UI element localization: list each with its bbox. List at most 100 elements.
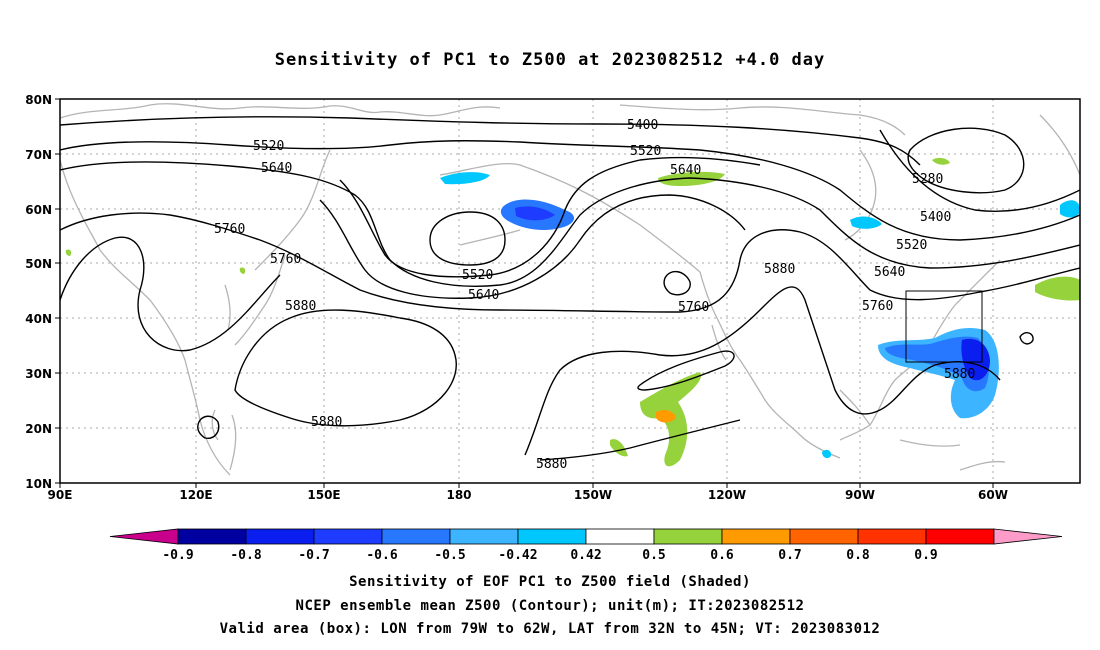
colorbar-segment bbox=[789, 528, 859, 545]
colorbar-segment bbox=[993, 528, 1063, 545]
shade-negative-gulf-spot bbox=[822, 449, 832, 459]
shade-positive-pacific-west bbox=[610, 439, 628, 457]
contour-label: 5640 bbox=[670, 163, 701, 178]
colorbar-segment bbox=[449, 528, 519, 545]
valid-area-box bbox=[905, 290, 983, 363]
contour-small-loop-2 bbox=[1019, 332, 1034, 345]
shade-negative-atlantic-west bbox=[1060, 200, 1080, 218]
colorbar-segment bbox=[245, 528, 315, 545]
lat-axis: 80N 70N 60N 50N 40N 30N 20N 10N bbox=[25, 93, 60, 491]
contour-5520-mid bbox=[339, 156, 761, 278]
colorbar-segment bbox=[857, 528, 927, 545]
colorbar-segment bbox=[313, 528, 383, 545]
coast-greenland bbox=[1039, 114, 1080, 176]
contour-label: 5520 bbox=[253, 139, 284, 154]
coastlines bbox=[60, 103, 1080, 476]
lon-tick-label: 90E bbox=[48, 488, 73, 502]
contour-label: 5640 bbox=[468, 288, 499, 303]
coast-north-america-west bbox=[699, 271, 841, 459]
coast-philippines bbox=[229, 414, 237, 471]
lon-tick-label: 60W bbox=[978, 488, 1008, 502]
contour-low-pacific bbox=[663, 271, 691, 296]
gridlines bbox=[60, 99, 1080, 483]
lat-tick-label: 40N bbox=[25, 312, 52, 326]
shade-positive-alaska bbox=[658, 171, 725, 186]
colorbar-segment bbox=[109, 528, 179, 545]
coast-kamchatka bbox=[254, 149, 331, 271]
lat-tick-label: 80N bbox=[25, 93, 52, 107]
colorbar-segment bbox=[653, 528, 723, 545]
coast-caribbean bbox=[899, 439, 961, 447]
coast-baja bbox=[711, 324, 727, 361]
colorbar-label: 0.42 bbox=[570, 548, 601, 563]
contour-label: 5760 bbox=[270, 252, 301, 267]
contour-small-loop-1 bbox=[197, 415, 220, 439]
contour-label: 5400 bbox=[627, 118, 658, 133]
contour-label: 5400 bbox=[920, 210, 951, 225]
shade-positive-atlantic bbox=[1035, 276, 1080, 301]
shade-positive-baffin bbox=[932, 157, 950, 165]
contour-5880-closed bbox=[637, 350, 735, 391]
colorbar-label: 0.6 bbox=[710, 548, 734, 563]
colorbar-segment bbox=[177, 528, 247, 545]
coast-north-america-arctic bbox=[619, 104, 906, 136]
contour-5760-south bbox=[60, 236, 281, 352]
coast-aleutians bbox=[459, 229, 521, 246]
contour-5280-polar bbox=[907, 127, 1025, 194]
colorbar-label: -0.6 bbox=[366, 548, 397, 563]
shade-negative-bering-core bbox=[515, 206, 555, 221]
coast-korea bbox=[224, 284, 231, 331]
contour-label: 5880 bbox=[944, 367, 975, 382]
lon-tick-label: 150E bbox=[307, 488, 340, 502]
shade-positive-asia-dot bbox=[65, 249, 72, 256]
lat-tick-label: 70N bbox=[25, 148, 52, 162]
contour-5400-east bbox=[879, 129, 1080, 212]
shade-negative-siberia bbox=[440, 172, 490, 185]
lon-tick-label: 180 bbox=[446, 488, 471, 502]
colorbar-label: 0.9 bbox=[914, 548, 937, 563]
lat-tick-label: 30N bbox=[25, 367, 52, 381]
coast-east-asia bbox=[60, 159, 231, 476]
z500-contours bbox=[60, 116, 1080, 461]
contour-label: 5520 bbox=[896, 238, 927, 253]
colorbar: -0.9 -0.8 -0.7 -0.6 -0.5 -0.42 0.42 0.5 0.6 0.7 0.… bbox=[109, 528, 1063, 563]
contour-5640-north bbox=[60, 161, 1080, 287]
contour-label: 5760 bbox=[678, 300, 709, 315]
contour-label: 5880 bbox=[311, 415, 342, 430]
colorbar-label: -0.5 bbox=[434, 548, 465, 563]
shade-negative-east-coast-core bbox=[961, 338, 990, 381]
coast-taiwan bbox=[211, 409, 219, 441]
lat-tick-label: 50N bbox=[25, 257, 52, 271]
colorbar-label: -0.9 bbox=[162, 548, 193, 563]
coast-south-america bbox=[959, 460, 1006, 471]
coast-asia-north bbox=[60, 103, 501, 119]
contour-label: 5640 bbox=[874, 265, 905, 280]
contour-label: 5760 bbox=[862, 299, 893, 314]
chart-title: Sensitivity of PC1 to Z500 at 2023082512… bbox=[274, 50, 826, 70]
colorbar-segment bbox=[721, 528, 791, 545]
contour-label: 5640 bbox=[261, 161, 292, 176]
lon-tick-label: 120W bbox=[708, 488, 746, 502]
contour-5760-mid bbox=[60, 212, 1080, 313]
footer-line-contour: NCEP ensemble mean Z500 (Contour); unit(… bbox=[295, 598, 805, 614]
footer-line-shading: Sensitivity of EOF PC1 to Z500 field (Sh… bbox=[349, 574, 751, 590]
lat-tick-label: 10N bbox=[25, 477, 52, 491]
contour-label: 5880 bbox=[285, 299, 316, 314]
shade-negative-hudson bbox=[850, 216, 882, 229]
colorbar-label: 0.8 bbox=[846, 548, 870, 563]
footer-line-valid-area: Valid area (box): LON from 79W to 62W, L… bbox=[219, 621, 881, 637]
contour-label: 5880 bbox=[536, 457, 567, 472]
coast-hudson bbox=[844, 149, 877, 241]
lon-axis: 90E 120E 150E 180 150W 120W 90W 60W bbox=[48, 483, 1008, 502]
contour-label: 5520 bbox=[462, 268, 493, 283]
colorbar-label: -0.8 bbox=[230, 548, 261, 563]
colorbar-segment bbox=[925, 528, 995, 545]
contour-label-group: 5400 5520 5520 5640 5640 5280 5400 5520 … bbox=[214, 118, 975, 472]
colorbar-label: -0.7 bbox=[298, 548, 329, 563]
shade-positive-pacific-core bbox=[656, 410, 676, 423]
contour-5880-mid bbox=[524, 286, 1001, 456]
map-border bbox=[59, 98, 1081, 484]
colorbar-segment bbox=[517, 528, 587, 545]
coast-alaska bbox=[439, 162, 701, 273]
